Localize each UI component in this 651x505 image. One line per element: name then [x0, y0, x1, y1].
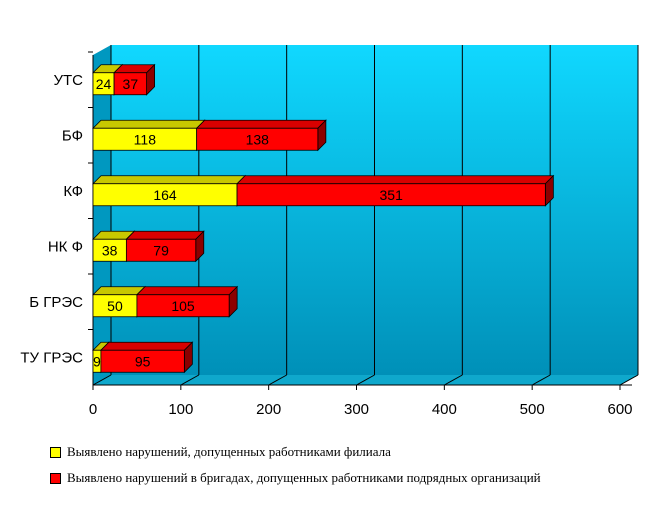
bar-КФ-series-2 [236, 174, 555, 207]
data-label-Б ГРЭС-series-1: 50 [107, 298, 123, 314]
data-label-КФ-series-1: 164 [153, 187, 177, 203]
gridline-floor-300 [356, 374, 375, 386]
data-label-Б ГРЭС-series-2: 105 [171, 298, 195, 314]
legend-item-series-2: Выявлено нарушений в бригадах, допущенны… [50, 470, 541, 486]
gridline-floor-600 [619, 374, 639, 386]
y-tick-label-4: Б ГРЭС [29, 294, 83, 311]
data-label-ТУ ГРЭС-series-2: 95 [135, 353, 151, 369]
y-tick-label-5: ТУ ГРЭС [20, 349, 83, 366]
x-tick-label-300: 300 [344, 401, 369, 418]
data-label-БФ-series-2: 138 [246, 131, 270, 147]
chart-side-wall [93, 45, 111, 385]
bar-ТУ ГРЭС-series-2 [99, 341, 194, 374]
gridline-floor-400 [444, 374, 463, 386]
gridline-floor-0 [92, 374, 112, 386]
data-label-БФ-series-1: 118 [134, 131, 157, 147]
y-tick-label-0: УТС [53, 72, 83, 89]
gridline-floor-500 [531, 374, 551, 386]
legend-label-series-1: Выявлено нарушений, допущенных работника… [67, 444, 391, 459]
x-tick-label-100: 100 [168, 401, 193, 418]
bar-НК Ф-series-2 [125, 230, 205, 263]
y-tick-label-3: НК Ф [48, 238, 83, 255]
gridline-floor-100 [180, 374, 200, 386]
x-tick-label-400: 400 [432, 401, 457, 418]
data-label-КФ-series-2: 351 [380, 187, 404, 203]
data-label-НК Ф-series-2: 79 [153, 242, 169, 258]
bar-УТС-series-2 [113, 63, 156, 96]
data-label-УТС-series-2: 37 [123, 76, 139, 92]
data-label-НК Ф-series-1: 38 [102, 242, 118, 258]
x-tick-label-200: 200 [256, 401, 281, 418]
data-label-УТС-series-1: 24 [96, 76, 112, 92]
legend-swatch-series-1 [50, 446, 61, 458]
x-tick-label-600: 600 [607, 401, 632, 418]
legend-item-series-1: Выявлено нарушений, допущенных работника… [50, 444, 391, 460]
legend-label-series-2: Выявлено нарушений в бригадах, допущенны… [67, 470, 541, 485]
bar-Б ГРЭС-series-2 [135, 285, 239, 318]
bar-БФ-series-2 [195, 119, 327, 152]
gridline-floor-200 [268, 374, 287, 386]
x-tick-label-500: 500 [520, 401, 545, 418]
y-tick-label-2: КФ [63, 183, 83, 200]
data-label-ТУ ГРЭС-series-1: 9 [93, 353, 101, 369]
legend-swatch-series-2 [50, 472, 61, 484]
x-tick-label-0: 0 [89, 401, 97, 418]
y-tick-label-1: БФ [62, 127, 83, 144]
